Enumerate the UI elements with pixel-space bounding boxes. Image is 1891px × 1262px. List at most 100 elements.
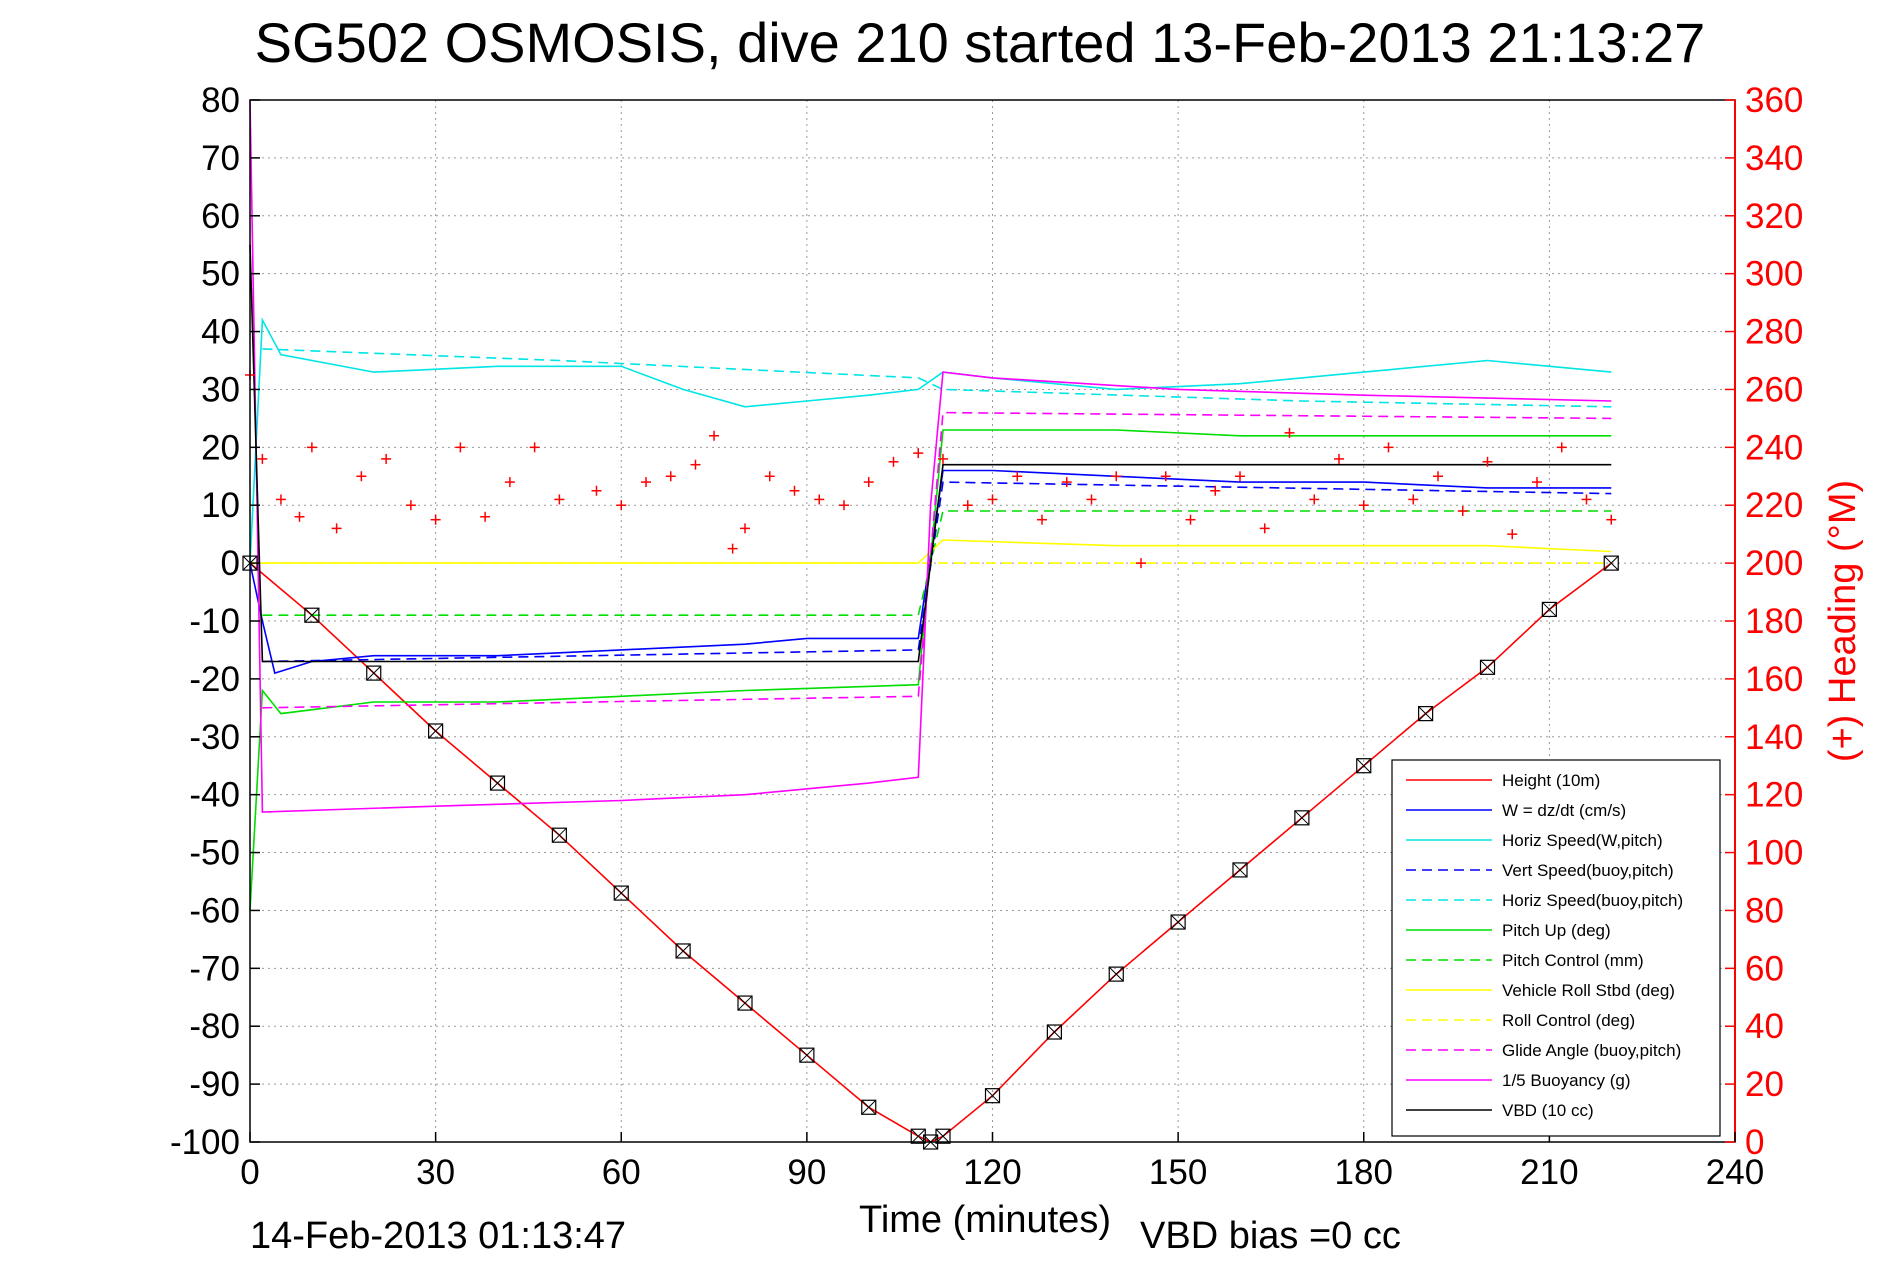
heading-point <box>727 543 738 554</box>
right-tick-label: 120 <box>1745 776 1803 815</box>
heading-point <box>641 477 651 488</box>
left-tick-label: -50 <box>189 834 240 873</box>
right-tick-label: 180 <box>1745 602 1803 641</box>
heading-point <box>839 500 849 511</box>
left-tick-label: -10 <box>189 602 240 641</box>
heading-point <box>764 471 775 482</box>
x-tick-label: 240 <box>1706 1153 1764 1192</box>
heading-point <box>938 453 948 464</box>
heading-point <box>962 500 973 511</box>
depth-marker <box>1356 758 1372 774</box>
depth-marker <box>1108 966 1124 982</box>
legend-entry: W = dz/dt (cm/s) <box>1406 801 1626 820</box>
depth-marker <box>675 943 691 959</box>
right-tick-label: 240 <box>1745 428 1803 467</box>
series-line-9 <box>262 411 1612 709</box>
depth-marker <box>1046 1024 1062 1040</box>
heading-point <box>913 448 924 459</box>
heading-point <box>591 485 602 496</box>
left-tick-label: 20 <box>201 428 240 467</box>
legend-label: VBD (10 cc) <box>1502 1101 1594 1120</box>
heading-point <box>987 494 998 505</box>
left-tick-label: -40 <box>189 776 240 815</box>
left-tick-label: -70 <box>189 949 240 988</box>
left-tick-label: -80 <box>189 1007 240 1046</box>
legend-label: W = dz/dt (cm/s) <box>1502 801 1626 820</box>
left-tick-label: 30 <box>201 370 240 409</box>
x-tick-label: 30 <box>416 1153 455 1192</box>
heading-point <box>1086 494 1097 505</box>
depth-marker <box>1170 914 1186 930</box>
legend-entry: Pitch Up (deg) <box>1406 921 1611 940</box>
legend: Height (10m) W = dz/dt (cm/s) Horiz Speed(… <box>1391 759 1721 1137</box>
heading-point <box>1012 471 1023 482</box>
right-tick-label: 260 <box>1745 370 1803 409</box>
footer-timestamp: 14-Feb-2013 01:13:47 <box>250 1215 626 1257</box>
legend-entry: VBD (10 cc) <box>1406 1101 1594 1120</box>
left-tick-label: -20 <box>189 660 240 699</box>
heading-point <box>665 471 676 482</box>
left-tick-label: -60 <box>189 891 240 930</box>
heading-point <box>1037 514 1047 525</box>
heading-point <box>1358 500 1369 511</box>
x-tick-label: 210 <box>1520 1153 1578 1192</box>
depth-marker <box>428 723 444 739</box>
legend-label: Roll Control (deg) <box>1502 1011 1635 1030</box>
left-tick-label: 0 <box>221 544 240 583</box>
series-line-10 <box>249 99 1612 813</box>
series-line-5 <box>249 429 1612 911</box>
legend-label: Horiz Speed(W,pitch) <box>1502 831 1663 850</box>
right-tick-label: 0 <box>1745 1123 1764 1162</box>
legend-entry: Vehicle Roll Stbd (deg) <box>1406 981 1675 1000</box>
depth-marker <box>1294 810 1310 826</box>
heading-point <box>306 442 317 453</box>
heading-point <box>275 494 286 505</box>
legend-label: Pitch Control (mm) <box>1502 951 1644 970</box>
depth-marker <box>613 885 629 901</box>
heading-point <box>1160 471 1171 482</box>
depth-marker <box>935 1128 951 1144</box>
heading-point <box>257 453 268 464</box>
right-tick-label: 280 <box>1745 313 1803 352</box>
heading-point <box>1507 529 1518 540</box>
depth-marker <box>861 1099 877 1115</box>
right-tick-label: 100 <box>1745 834 1803 873</box>
x-tick-label: 120 <box>963 1153 1021 1192</box>
right-axis-label: (+) Heading (°M) <box>1822 480 1864 762</box>
right-tick-label: 300 <box>1745 255 1803 294</box>
heading-point <box>1185 514 1196 525</box>
heading-point <box>814 494 825 505</box>
heading-point <box>1235 471 1245 482</box>
left-tick-label: 60 <box>201 197 240 236</box>
legend-label: 1/5 Buoyancy (g) <box>1502 1071 1631 1090</box>
left-tick-label: 50 <box>201 255 240 294</box>
x-axis-ticks: 0 30 60 90 120 150 180 210 240 <box>240 1132 1764 1192</box>
heading-point <box>381 453 392 464</box>
heading-point <box>1111 471 1122 482</box>
heading-point <box>455 442 466 453</box>
legend-entry: Horiz Speed(buoy,pitch) <box>1406 891 1683 910</box>
heading-point <box>1309 494 1320 505</box>
left-tick-label: -90 <box>189 1065 240 1104</box>
legend-entry: Vert Speed(buoy,pitch) <box>1406 861 1674 880</box>
heading-point <box>430 514 441 525</box>
right-tick-label: 320 <box>1745 197 1803 236</box>
left-tick-label: 10 <box>201 486 240 525</box>
legend-label: Height (10m) <box>1502 771 1600 790</box>
heading-point <box>863 477 874 488</box>
legend-entry: Roll Control (deg) <box>1406 1011 1635 1030</box>
x-tick-label: 150 <box>1149 1153 1207 1192</box>
legend-label: Vert Speed(buoy,pitch) <box>1502 861 1674 880</box>
heading-point <box>1383 442 1394 453</box>
series-layer <box>242 99 1619 1150</box>
right-tick-label: 20 <box>1745 1065 1784 1104</box>
heading-point <box>294 511 305 522</box>
depth-marker <box>366 665 382 681</box>
vbd-bias: VBD bias =0 cc <box>1140 1215 1401 1257</box>
chart-title: SG502 OSMOSIS, dive 210 started 13-Feb-2… <box>255 11 1706 74</box>
legend-label: Vehicle Roll Stbd (deg) <box>1502 981 1675 1000</box>
heading-point <box>331 523 342 534</box>
legend-entry: Horiz Speed(W,pitch) <box>1406 831 1663 850</box>
depth-marker <box>489 775 506 791</box>
heading-point <box>888 456 899 467</box>
